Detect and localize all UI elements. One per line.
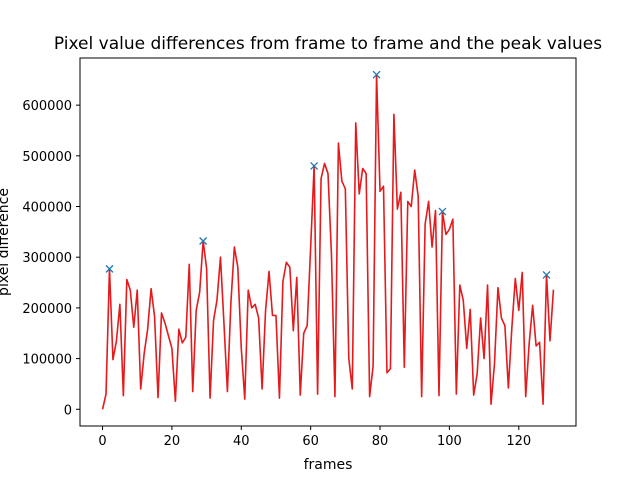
x-tick-label: 80 [372,434,389,449]
x-tick-label: 20 [164,434,181,449]
tick-marks [76,104,520,430]
y-tick-label: 100000 [22,353,72,368]
x-axis-label: frames [304,457,353,473]
x-tick-label: 120 [506,434,531,449]
plot-area [79,57,577,427]
x-tick-label: 60 [302,434,319,449]
y-tick-label: 200000 [22,302,72,317]
series-line [101,73,555,410]
chart-title: Pixel value differences from frame to fr… [54,34,602,54]
peak-marker [542,270,551,279]
peak-marker [199,237,208,245]
y-tick-label: 600000 [22,99,72,114]
peak-marker [105,264,114,273]
y-tick-label: 500000 [22,150,72,165]
x-tick-label: 100 [437,434,462,449]
peak-marker [372,70,381,79]
peak-marker [438,207,447,216]
y-tick-label: 400000 [22,201,72,216]
x-tick-label: 0 [98,434,106,449]
y-axis-label: pixel difference [0,188,12,296]
tick-labels: 0 20 40 60 80 100 120 0 100000 200000 300000 400000… [22,99,531,449]
y-tick-label: 0 [64,403,72,418]
plot-series [101,70,555,410]
x-tick-label: 40 [233,434,250,449]
peak-marker [310,162,319,170]
y-tick-label: 300000 [22,251,72,266]
